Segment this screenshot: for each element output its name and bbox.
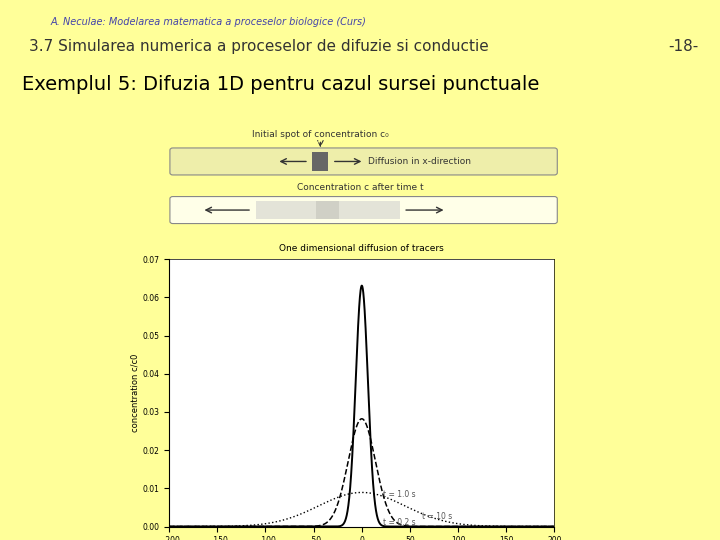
Text: Initial spot of concentration c₀: Initial spot of concentration c₀ [252,130,389,139]
Bar [339,201,400,219]
Text: Concentration c after time t: Concentration c after time t [297,183,423,192]
Bar [316,201,339,219]
Text: 3.7 Simularea numerica a proceselor de difuzie si conductie: 3.7 Simularea numerica a proceselor de d… [29,39,489,54]
Text: A. Neculae: Modelarea matematica a proceselor biologice (Curs): A. Neculae: Modelarea matematica a proce… [50,17,366,28]
Bar [256,201,316,219]
Text: Exemplul 5: Difuzia 1D pentru cazul sursei punctuale: Exemplul 5: Difuzia 1D pentru cazul surs… [22,75,539,93]
Text: -18-: -18- [668,39,698,54]
FancyBboxPatch shape [170,148,557,175]
Title: One dimensional diffusion of tracers: One dimensional diffusion of tracers [279,244,444,253]
Bar [312,152,328,171]
Text: Diffusion in x-direction: Diffusion in x-direction [368,157,471,166]
Text: t = 1.0 s: t = 1.0 s [383,490,415,499]
Text: t = 0.2 s: t = 0.2 s [383,518,415,527]
Y-axis label: concentration c/c0: concentration c/c0 [131,354,140,432]
Text: t = 10 s: t = 10 s [421,512,451,521]
FancyBboxPatch shape [170,197,557,224]
